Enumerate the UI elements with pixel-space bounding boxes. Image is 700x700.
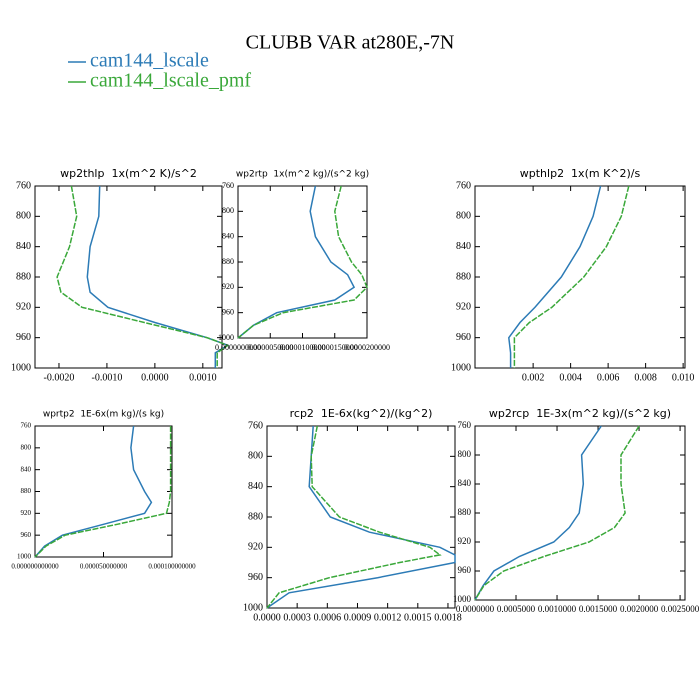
plot-frame — [34, 185, 223, 369]
x-tick-label: 0.0020000 — [620, 604, 659, 614]
series-line — [237, 185, 368, 339]
panel-title: wprtp2 1E-6x(m kg)/(s kg) — [43, 410, 164, 420]
y-tick-label: 840 — [16, 241, 31, 252]
x-tick-label: 0.0000150000 — [312, 343, 358, 352]
x-tick-label: 0.0015 — [404, 612, 432, 623]
x-tick-label: 0.004 — [559, 372, 582, 383]
y-tick-label: 760 — [458, 420, 472, 430]
figure-title: CLUBB VAR at280E,-7N — [246, 32, 455, 54]
x-tick-label: 0.0003 — [283, 612, 311, 623]
y-tick-label: 960 — [456, 332, 471, 343]
y-tick-label: 840 — [458, 478, 472, 488]
y-tick-label: 1000 — [453, 594, 472, 604]
series-line — [474, 425, 602, 601]
panel-title: wp2thlp 1x(m^2 K)/s^2 — [60, 167, 197, 180]
series-line — [56, 185, 230, 368]
y-tick-label: 760 — [456, 180, 471, 191]
y-tick-label: 920 — [248, 542, 263, 553]
series-line — [474, 425, 640, 601]
y-tick-label: 1000 — [11, 362, 31, 373]
x-tick-label: 0.0000 — [253, 612, 281, 623]
x-tick-label: 0.0010000 — [538, 604, 577, 614]
y-tick-label: 920 — [456, 302, 471, 313]
x-tick-label: 0.0012 — [374, 612, 402, 623]
x-tick-label: 0.000050000000 — [80, 563, 128, 571]
y-tick-label: 960 — [248, 572, 263, 583]
y-tick-label: 1000 — [17, 553, 32, 561]
x-tick-label: 0.0010 — [189, 372, 217, 383]
x-tick-label: 0.000000000000 — [11, 563, 59, 571]
x-tick-label: 0.008 — [634, 372, 657, 383]
series-line — [266, 425, 442, 609]
x-tick-label: 0.0005000 — [497, 604, 536, 614]
legend-label: cam144_lscale_pmf — [90, 70, 251, 92]
y-tick-label: 880 — [458, 507, 472, 517]
y-tick-label: 880 — [16, 271, 31, 282]
x-tick-label: 0.002 — [522, 372, 545, 383]
y-tick-label: 920 — [458, 536, 472, 546]
x-tick-label: 0.006 — [597, 372, 620, 383]
y-tick-label: 760 — [248, 420, 263, 431]
plot-frame — [237, 185, 368, 339]
series-line — [508, 185, 602, 368]
y-tick-label: 840 — [456, 241, 471, 252]
y-tick-label: 920 — [21, 509, 32, 517]
y-tick-label: 920 — [16, 302, 31, 313]
y-tick-label: 800 — [456, 211, 471, 222]
x-tick-label: 0.0000200000 — [344, 343, 390, 352]
y-tick-label: 1000 — [243, 602, 263, 613]
series-line — [86, 185, 230, 368]
y-tick-label: 1000 — [451, 362, 471, 373]
y-tick-label: 880 — [248, 511, 263, 522]
y-tick-label: 760 — [21, 422, 32, 430]
panel-title: wp2rtp 1x(m^2 kg)/(s^2 kg) — [236, 170, 369, 180]
panel-title: wp2rcp 1E-3x(m^2 kg)/(s^2 kg) — [489, 407, 671, 420]
x-tick-label: 0.0000000 — [456, 604, 495, 614]
x-tick-label: 0.0000050000 — [247, 343, 293, 352]
x-tick-label: 0.0009 — [344, 612, 372, 623]
y-tick-label: 840 — [248, 481, 263, 492]
x-tick-label: 0.0000 — [141, 372, 169, 383]
y-tick-label: 840 — [21, 465, 32, 473]
y-tick-label: 800 — [458, 449, 472, 459]
y-tick-label: 960 — [16, 332, 31, 343]
y-tick-label: 960 — [458, 565, 472, 575]
y-tick-label: 800 — [222, 206, 234, 215]
y-tick-label: 1000 — [218, 333, 234, 342]
plot-frame — [474, 185, 686, 369]
y-tick-label: 840 — [222, 231, 234, 240]
series-line — [34, 426, 172, 558]
y-tick-label: 960 — [222, 307, 234, 316]
x-tick-label: 0.0000100000 — [280, 343, 326, 352]
series-line — [34, 425, 153, 558]
x-tick-label: 0.0025000 — [661, 604, 700, 614]
y-tick-label: 800 — [21, 443, 32, 451]
x-tick-label: -0.0010 — [92, 372, 123, 383]
y-tick-label: 800 — [248, 451, 263, 462]
plot-frame — [34, 425, 173, 558]
x-tick-label: 0.000100000000 — [148, 563, 196, 571]
series-line — [237, 185, 356, 339]
y-tick-label: 760 — [16, 180, 31, 191]
x-tick-label: 0.0018 — [434, 612, 462, 623]
series-line — [266, 425, 456, 609]
y-tick-label: 760 — [222, 181, 234, 190]
y-tick-label: 880 — [222, 257, 234, 266]
panel-title: wpthlp2 1x(m K^2)/s — [520, 167, 641, 180]
y-tick-label: 960 — [21, 531, 32, 539]
x-tick-label: 0.0015000 — [579, 604, 618, 614]
y-tick-label: 880 — [21, 487, 32, 495]
x-tick-label: 0.0000000000 — [215, 343, 261, 352]
x-tick-label: 0.0006 — [314, 612, 342, 623]
series-line — [513, 185, 630, 368]
x-tick-label: -0.0020 — [44, 372, 75, 383]
plot-frame — [474, 425, 686, 601]
y-tick-label: 880 — [456, 271, 471, 282]
y-tick-label: 920 — [222, 282, 234, 291]
x-tick-label: 0.010 — [672, 372, 695, 383]
legend-label: cam144_lscale — [90, 50, 209, 72]
y-tick-label: 800 — [16, 211, 31, 222]
panel-title: rcp2 1E-6x(kg^2)/(kg^2) — [290, 407, 433, 420]
